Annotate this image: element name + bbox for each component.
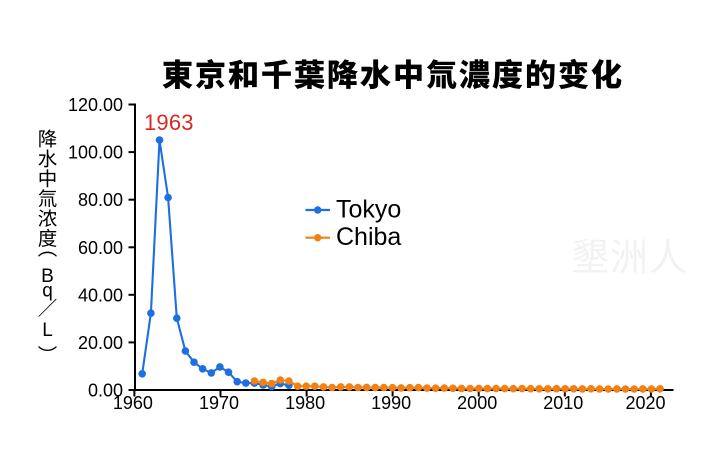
- svg-text:1990: 1990: [371, 393, 411, 413]
- svg-text:Tokyo: Tokyo: [336, 196, 401, 224]
- svg-text:20.00: 20.00: [78, 333, 123, 353]
- svg-text:1970: 1970: [199, 393, 239, 413]
- svg-text:40.00: 40.00: [78, 285, 123, 305]
- svg-text:L: L: [42, 320, 53, 341]
- svg-text:1960: 1960: [113, 393, 153, 413]
- svg-text:2000: 2000: [457, 393, 497, 413]
- svg-text:1963: 1963: [144, 110, 194, 135]
- svg-text:q: q: [42, 280, 53, 301]
- svg-text:0.00: 0.00: [88, 381, 123, 401]
- svg-text:120.00: 120.00: [68, 95, 123, 115]
- svg-text:B: B: [41, 266, 54, 287]
- svg-text:60.00: 60.00: [78, 238, 123, 258]
- svg-text:Chiba: Chiba: [336, 223, 401, 251]
- svg-text:2010: 2010: [543, 393, 583, 413]
- svg-text:80.00: 80.00: [78, 190, 123, 210]
- svg-text:100.00: 100.00: [68, 143, 123, 163]
- svg-text:1980: 1980: [285, 393, 325, 413]
- svg-text:2020: 2020: [625, 393, 665, 413]
